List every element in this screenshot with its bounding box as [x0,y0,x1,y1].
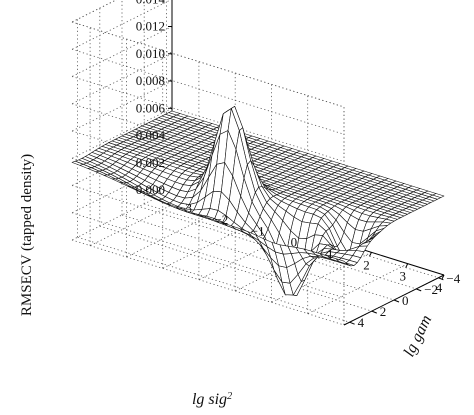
y-tick [393,299,400,303]
surface-mesh [71,106,445,297]
y-tick-label: 0 [402,293,409,308]
x-tick [441,274,445,280]
z-tick-label: 0.000 [136,182,165,197]
x-axis-title: lg sig2 [192,391,232,409]
x-tick-label: −1 [251,223,265,238]
x-tick-label: 2 [363,257,370,272]
tick-labels: 0.000 0.002 0.004 0.006 0.008 0.010 0.012 0.014… [136,0,461,330]
x-tick-label: 0 [291,235,298,250]
y-tick [371,310,377,314]
box-edge [71,21,345,108]
z-axis-title: RMSECV (tapped density) [19,154,35,316]
x-axis-title-base: lg sig [192,391,227,408]
y-tick-label: 2 [380,304,387,319]
x-axis-title-superscript: 2 [227,391,232,402]
z-tick-label: 0.014 [136,0,166,6]
y-tick [349,321,355,325]
x-tick [369,252,372,257]
x-tick-label: 3 [399,269,406,284]
z-tick-label: 0.012 [136,19,165,34]
y-tick-label: −4 [446,271,460,286]
z-tick-label: 0.006 [136,100,166,115]
y-tick [438,277,444,281]
y-tick-label: 4 [358,315,365,330]
x-tick [405,263,409,268]
x-tick-label: −2 [214,212,228,227]
z-tick-label: 0.010 [136,46,165,61]
y-tick-label: −2 [424,282,438,297]
x-tick-label: 4 [436,280,443,295]
floor-gridline [307,263,408,315]
y-tick [416,288,422,292]
y-axis-title: lg gam [401,313,436,360]
z-tick-label: 0.002 [136,155,165,170]
x-tick-label: 1 [327,246,334,261]
x-tick-label: −3 [178,201,192,216]
z-tick-label: 0.004 [136,128,166,143]
back-wall-gridline [71,48,345,135]
z-tick-label: 0.008 [136,73,165,88]
surface-cell [335,258,348,265]
